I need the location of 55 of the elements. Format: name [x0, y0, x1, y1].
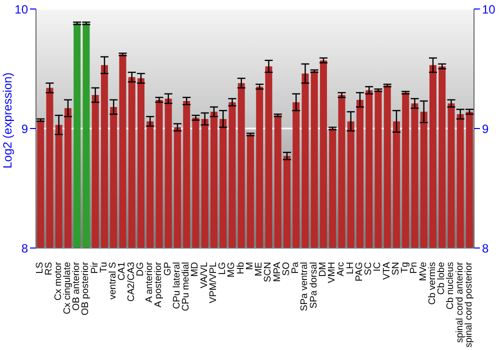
x-tick-label: PAG	[354, 262, 365, 282]
x-tick-label: ventral S	[108, 262, 119, 300]
x-tick-label: Cx cingulate	[62, 262, 73, 314]
y2-tick-label: 8	[482, 241, 489, 256]
y-tick-label: 8	[21, 241, 28, 256]
x-tick-label: Pn	[408, 262, 420, 274]
x-tick-label: Hb	[235, 262, 246, 274]
x-tick-label: VMH	[326, 262, 338, 284]
x-tick-label: Tu	[98, 262, 110, 273]
x-tick-label: Tg	[400, 262, 411, 274]
x-tick-label: GP	[162, 262, 174, 276]
x-tick-label: spinal cord posterior	[463, 262, 474, 348]
x-tick-label: CPu lateral	[171, 262, 182, 309]
x-tick-label: MVe	[418, 262, 429, 282]
x-tick-label: SCN	[262, 262, 274, 282]
x-tick-label: Cb nucleus	[445, 262, 456, 310]
x-tick-label: Arc	[336, 262, 347, 276]
x-tick-label: SC	[363, 262, 374, 276]
x-tick-label: IC	[372, 262, 384, 272]
x-tick-label: RS	[44, 262, 55, 276]
x-tick-label: M	[244, 262, 256, 270]
x-tick-label: A anterior	[144, 262, 156, 303]
x-tick-label: CA1	[116, 262, 128, 280]
y2-tick-label: 9	[482, 122, 489, 136]
x-tick-label: LS	[34, 262, 46, 274]
x-tick-label: LH	[344, 262, 356, 274]
x-tick-label: Cb vermis	[426, 262, 438, 305]
x-tick-label: MD	[190, 262, 201, 277]
y-axis-title: Log2 (expression)	[0, 72, 14, 168]
x-tick-label: CA2/CA3	[126, 262, 137, 302]
x-tick-label: LG	[217, 262, 228, 275]
x-tick-label: Pa	[290, 261, 302, 274]
x-tick-label: SPa ventral	[299, 262, 310, 312]
x-tick-label: VPM/VPL	[208, 262, 219, 304]
x-tick-label: Cx motor	[52, 262, 64, 301]
x-tick-label: MPA	[272, 261, 283, 282]
x-tick-label: A posterior	[153, 262, 164, 308]
y2-tick-label: 10	[482, 2, 496, 16]
x-tick-label: SO	[280, 262, 292, 276]
x-tick-label: VA/VL	[198, 262, 210, 288]
x-tick-label: MG	[226, 262, 238, 278]
x-tick-label: ME	[254, 262, 265, 276]
x-tick-label: CPu medial	[180, 262, 192, 312]
x-tick-label: SPa dorsal	[308, 262, 320, 308]
x-tick-label: spinal cord anterior	[454, 262, 466, 343]
x-tick-label: DG	[134, 262, 146, 276]
x-tick-label: Cb lobe	[436, 262, 448, 295]
x-tick-label: VTA	[381, 261, 392, 280]
x-tick-label: SN	[390, 262, 402, 276]
y-tick-label: 9	[21, 122, 28, 136]
x-tick-label: OB posterior	[80, 262, 92, 316]
x-tick-label: Pir	[89, 262, 100, 274]
x-tick-label: DM	[317, 262, 328, 277]
y-tick-label: 10	[14, 2, 28, 16]
x-tick-label: OB anterior	[71, 262, 82, 311]
